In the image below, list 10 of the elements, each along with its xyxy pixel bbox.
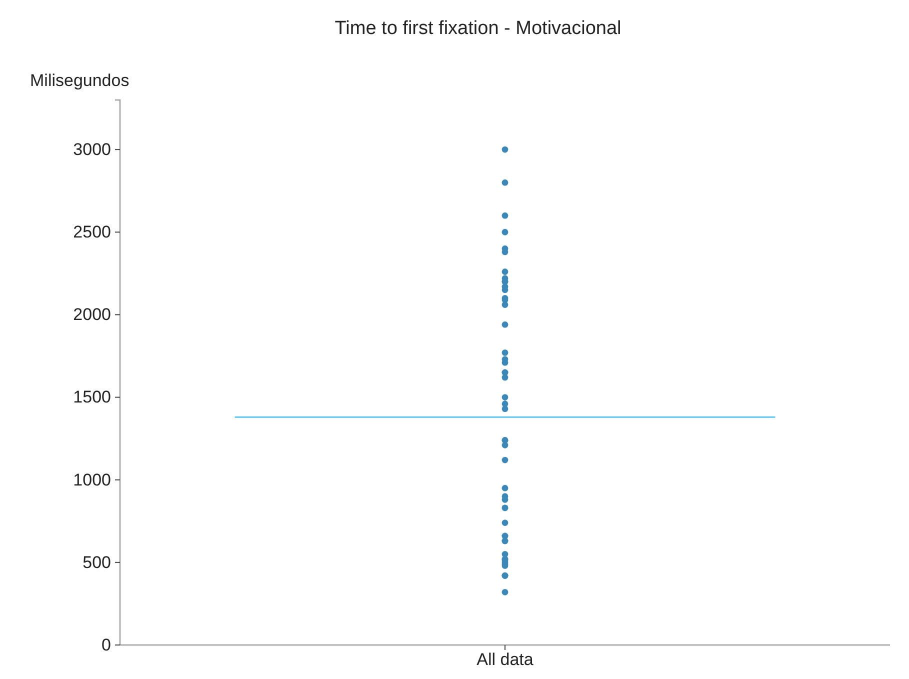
y-tick-label: 3000 [73, 140, 111, 159]
y-axis-title: Milisegundos [30, 71, 130, 90]
y-tick-label: 0 [102, 635, 111, 654]
y-tick-label: 2500 [73, 222, 111, 242]
y-tick-label: 1500 [73, 388, 111, 407]
chart-title: Time to first fixation - Motivacional [334, 18, 622, 39]
y-tick-label: 500 [82, 552, 111, 572]
x-tick-label: All data [476, 650, 534, 670]
y-tick-label: 2000 [73, 305, 111, 324]
y-tick-label: 1000 [73, 470, 111, 490]
